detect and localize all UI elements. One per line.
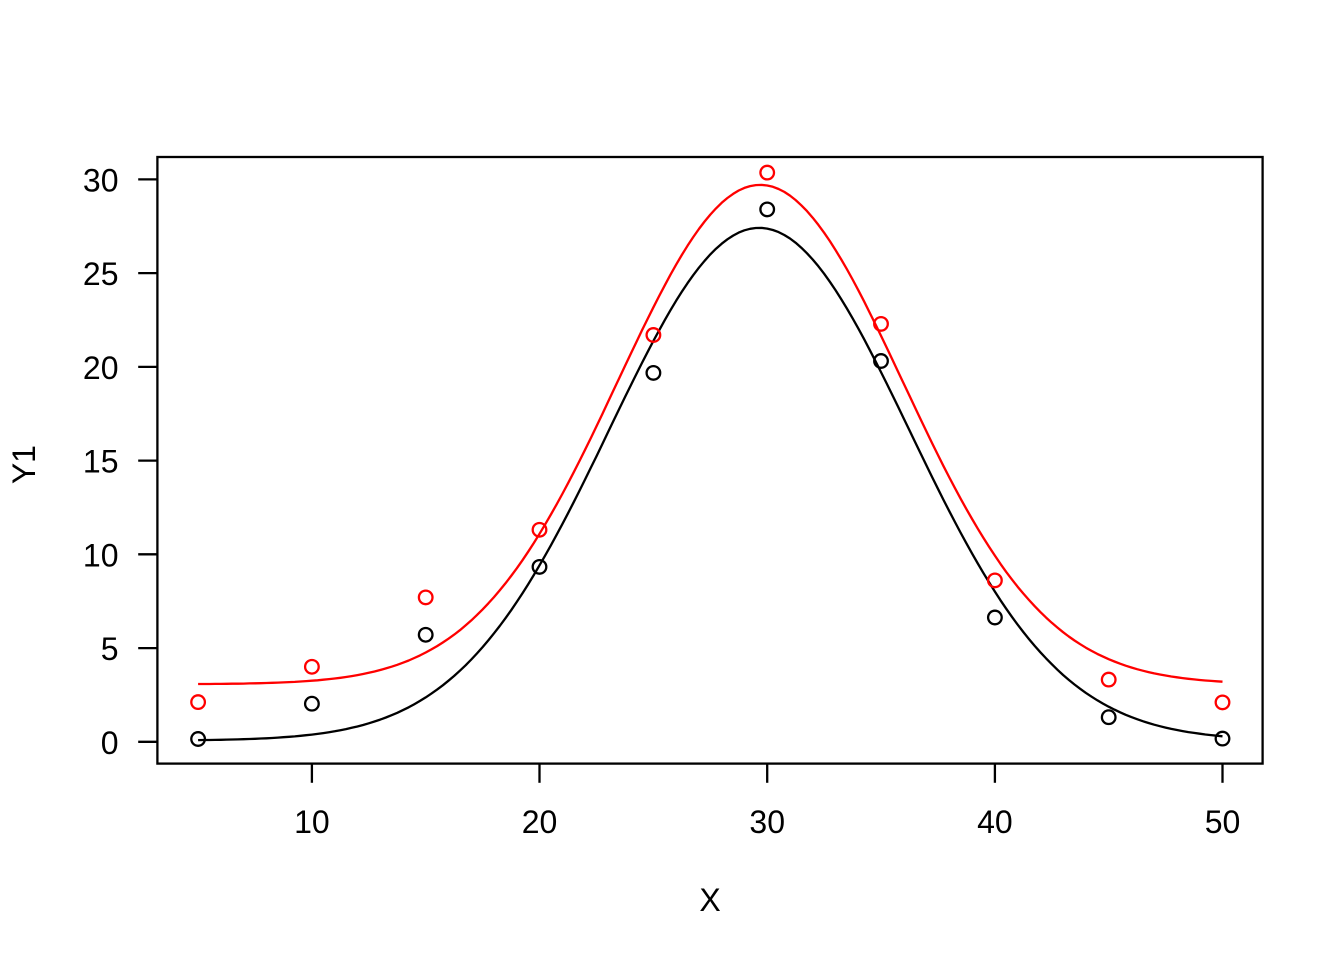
svg-text:X: X	[699, 882, 720, 918]
svg-text:10: 10	[294, 804, 330, 840]
svg-text:30: 30	[83, 162, 119, 198]
svg-text:5: 5	[101, 631, 119, 667]
svg-text:Y1: Y1	[6, 445, 42, 484]
svg-text:30: 30	[749, 804, 785, 840]
svg-text:0: 0	[101, 725, 119, 761]
svg-text:40: 40	[977, 804, 1013, 840]
svg-text:25: 25	[83, 256, 119, 292]
svg-text:50: 50	[1205, 804, 1241, 840]
svg-text:20: 20	[522, 804, 558, 840]
svg-text:10: 10	[83, 537, 119, 573]
svg-text:20: 20	[83, 350, 119, 386]
svg-text:15: 15	[83, 444, 119, 480]
